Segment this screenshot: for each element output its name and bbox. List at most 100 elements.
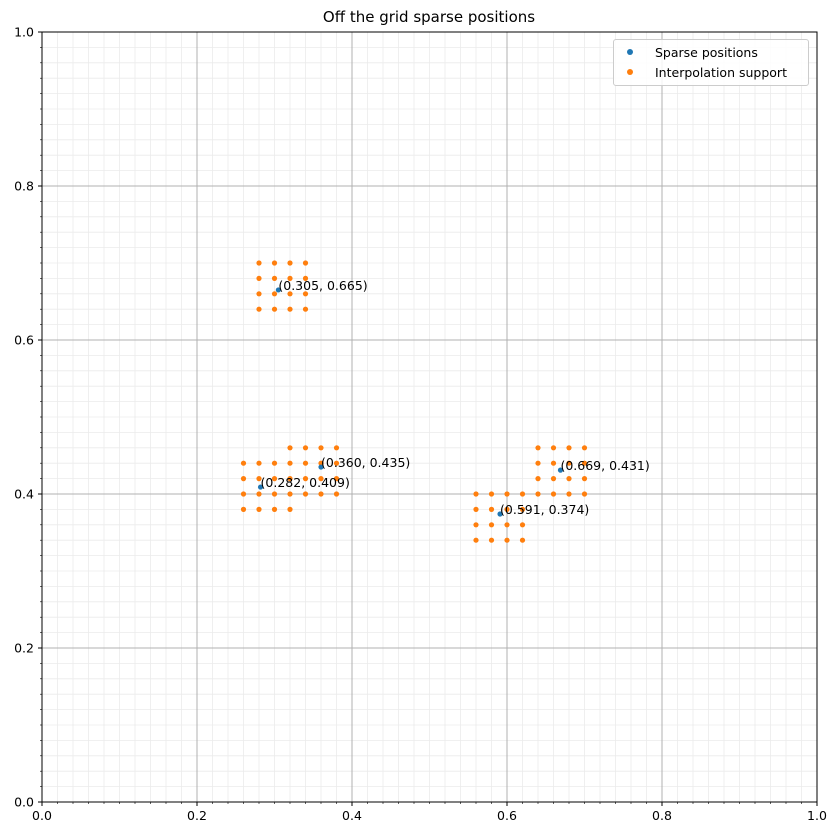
support-point bbox=[473, 506, 479, 512]
support-point bbox=[287, 291, 293, 297]
support-point bbox=[519, 506, 526, 512]
support-point bbox=[287, 506, 293, 512]
support-point bbox=[240, 491, 247, 497]
support-point bbox=[581, 445, 588, 451]
point-annotation: (0.360, 0.435) bbox=[321, 455, 410, 470]
support-point bbox=[302, 260, 309, 266]
y-tick-label: 0.8 bbox=[14, 179, 34, 194]
point-annotation: (0.591, 0.374) bbox=[500, 502, 589, 517]
support-point bbox=[488, 491, 495, 497]
support-point bbox=[256, 506, 262, 512]
support-point bbox=[287, 491, 293, 497]
support-point bbox=[566, 476, 572, 482]
support-point bbox=[256, 291, 262, 297]
support-point bbox=[302, 306, 309, 312]
support-point bbox=[550, 476, 557, 482]
support-point bbox=[271, 506, 278, 512]
support-point bbox=[333, 476, 340, 482]
support-point bbox=[473, 537, 479, 543]
legend-item-sparse: Sparse positions bbox=[623, 43, 758, 61]
support-point bbox=[302, 491, 309, 497]
major-gridlines bbox=[42, 32, 817, 802]
support-point bbox=[287, 460, 293, 466]
support-point bbox=[271, 476, 278, 482]
support-point bbox=[504, 506, 510, 512]
support-point bbox=[256, 491, 262, 497]
support-point bbox=[581, 491, 588, 497]
y-tick-label: 0.0 bbox=[14, 795, 34, 810]
support-point bbox=[535, 460, 541, 466]
axis-ticks: 0.0 0.2 0.4 0.6 0.8 1.0 0.0 0.2 0.4 0.6 0.8 1.0 bbox=[14, 25, 827, 824]
legend-label-support: Interpolation support bbox=[655, 64, 787, 80]
support-point bbox=[302, 476, 309, 482]
y-tick-label: 0.6 bbox=[14, 333, 34, 348]
support-point bbox=[550, 460, 557, 466]
support-point bbox=[256, 460, 262, 466]
chart-title: Off the grid sparse positions bbox=[323, 8, 535, 26]
point-annotation: (0.282, 0.409) bbox=[261, 475, 350, 490]
support-point bbox=[333, 445, 340, 451]
support-point bbox=[318, 491, 324, 497]
legend: Sparse positions Interpolation support bbox=[613, 39, 809, 86]
support-point bbox=[302, 291, 309, 297]
legend-marker-sparse bbox=[627, 49, 633, 55]
support-point bbox=[256, 260, 262, 266]
support-point bbox=[256, 275, 262, 281]
support-point bbox=[271, 306, 278, 312]
point-annotations: (0.305, 0.665) (0.360, 0.435) (0.282, 0.40… bbox=[261, 278, 650, 517]
y-tick-label: 1.0 bbox=[14, 25, 34, 40]
support-point bbox=[550, 445, 557, 451]
sparse-point bbox=[557, 467, 564, 473]
x-tick-label: 1.0 bbox=[807, 808, 827, 823]
support-point bbox=[566, 491, 572, 497]
support-point bbox=[519, 491, 526, 497]
support-point bbox=[581, 476, 588, 482]
legend-marker-support bbox=[627, 69, 633, 75]
support-point bbox=[271, 460, 278, 466]
support-point bbox=[535, 476, 541, 482]
minor-gridlines bbox=[42, 32, 817, 802]
support-point bbox=[240, 506, 247, 512]
support-point bbox=[271, 491, 278, 497]
support-point bbox=[504, 491, 510, 497]
support-point bbox=[473, 491, 479, 497]
support-point bbox=[318, 460, 324, 466]
support-point bbox=[504, 522, 510, 528]
support-point bbox=[488, 537, 495, 543]
support-point bbox=[240, 476, 247, 482]
support-point bbox=[535, 491, 541, 497]
support-point bbox=[302, 445, 309, 451]
support-point bbox=[504, 537, 510, 543]
support-point bbox=[488, 522, 495, 528]
x-tick-label: 0.6 bbox=[497, 808, 517, 823]
support-point bbox=[256, 476, 262, 482]
legend-label-sparse: Sparse positions bbox=[655, 44, 758, 60]
x-tick-label: 0.0 bbox=[32, 808, 52, 823]
y-tick-label: 0.4 bbox=[14, 487, 34, 502]
support-point bbox=[256, 306, 262, 312]
support-point bbox=[318, 476, 324, 482]
legend-item-support: Interpolation support bbox=[623, 63, 787, 81]
support-point bbox=[287, 445, 293, 451]
sparse-point bbox=[257, 484, 264, 490]
support-point bbox=[287, 306, 293, 312]
sparse-position-points bbox=[257, 287, 564, 517]
support-point bbox=[287, 260, 293, 266]
support-point bbox=[318, 445, 324, 451]
support-point bbox=[271, 275, 278, 281]
support-point bbox=[566, 460, 572, 466]
support-point bbox=[535, 445, 541, 451]
sparse-point bbox=[318, 464, 324, 470]
support-point bbox=[550, 491, 557, 497]
support-point bbox=[488, 506, 495, 512]
support-point bbox=[287, 275, 293, 281]
support-point bbox=[519, 522, 526, 528]
support-point bbox=[333, 491, 340, 497]
support-point bbox=[333, 460, 340, 466]
x-tick-label: 0.8 bbox=[652, 808, 672, 823]
interpolation-support-points bbox=[240, 260, 588, 543]
support-point bbox=[581, 460, 588, 466]
y-tick-label: 0.2 bbox=[14, 641, 34, 656]
x-tick-label: 0.4 bbox=[342, 808, 362, 823]
